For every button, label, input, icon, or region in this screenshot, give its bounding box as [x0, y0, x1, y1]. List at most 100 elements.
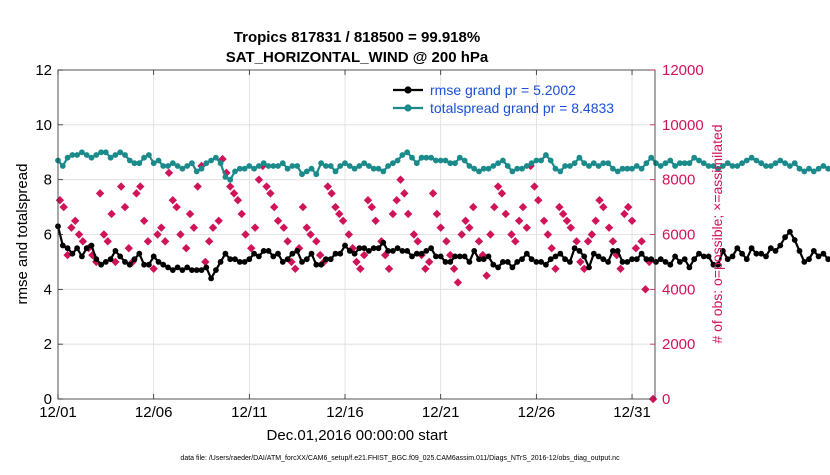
rmse-point: [351, 250, 358, 257]
rmse-point: [370, 245, 377, 252]
spread-point: [825, 165, 830, 172]
data-file-footer: data file: /Users/raeder/DAI/ATM_forcXX/…: [180, 455, 620, 462]
spread-point: [782, 160, 788, 167]
spread-point: [715, 165, 721, 172]
spread-point: [600, 160, 607, 167]
spread-point: [217, 160, 224, 167]
obs-marker: [214, 216, 223, 225]
obs-marker: [283, 237, 292, 246]
obs-marker: [587, 230, 597, 239]
obs-marker: [226, 182, 235, 191]
obs-marker: [323, 182, 332, 191]
rmse-point: [136, 250, 143, 257]
obs-marker: [490, 202, 499, 212]
spread-point: [241, 165, 248, 172]
spread-point: [418, 154, 425, 161]
rmse-point: [442, 259, 449, 265]
spread-point: [337, 163, 344, 169]
rmse-point: [313, 261, 320, 268]
rmse-point: [189, 267, 195, 273]
y-tick-label: 12: [35, 62, 52, 79]
obs-marker: [254, 175, 264, 184]
obs-marker: [576, 257, 585, 267]
spread-point: [112, 152, 119, 158]
chart-subtitle: SAT_HORIZONTAL_WIND @ 200 hPa: [226, 49, 489, 66]
rmse-point: [93, 256, 100, 263]
rmse-point: [523, 250, 530, 257]
rmse-point: [366, 248, 372, 254]
rmse-point: [323, 256, 329, 263]
spread-point: [777, 157, 784, 164]
spread-point: [64, 154, 71, 161]
obs-marker: [132, 189, 141, 198]
rmse-point: [547, 256, 554, 263]
obs-marker: [428, 189, 438, 198]
spread-point: [476, 168, 482, 175]
obs-marker: [469, 202, 478, 212]
y2-tick-label: 4000: [662, 281, 695, 298]
obs-marker: [208, 223, 218, 232]
rmse-point: [696, 250, 702, 257]
obs-marker: [291, 264, 300, 273]
rmse-point: [476, 256, 482, 263]
obs-marker: [136, 182, 145, 191]
spread-point: [232, 168, 238, 175]
spread-point: [523, 163, 530, 169]
rmse-point: [289, 250, 296, 257]
spread-point: [710, 163, 717, 169]
rmse-point: [222, 250, 229, 257]
spread-point: [327, 163, 334, 169]
spread-point: [351, 165, 358, 172]
rmse-point: [552, 253, 559, 260]
spread-point: [662, 160, 669, 167]
spread-point: [236, 165, 243, 172]
spread-point: [638, 165, 645, 172]
rmse-point: [820, 250, 827, 257]
spread-point: [748, 154, 755, 161]
obs-marker: [518, 202, 528, 212]
spread-point: [724, 160, 731, 167]
y2-tick-label: 10000: [662, 117, 704, 134]
obs-marker: [384, 264, 394, 273]
spread-point: [763, 163, 769, 169]
y2-axis-label: # of obs: o=possible; ×=assimilated: [709, 124, 725, 343]
rmse-point: [796, 248, 803, 254]
rmse-point: [308, 250, 315, 257]
rmse-point: [155, 259, 162, 265]
obs-marker: [139, 216, 149, 225]
spread-point: [691, 154, 698, 161]
rmse-point: [557, 250, 564, 257]
rmse-point: [653, 259, 659, 265]
obs-marker: [436, 223, 445, 232]
rmse-point: [117, 253, 124, 260]
obs-marker: [71, 216, 80, 225]
rmse-point: [346, 248, 353, 254]
rmse-point: [150, 253, 157, 260]
spread-point: [79, 149, 85, 156]
spread-point: [222, 174, 229, 180]
spread-point: [59, 163, 66, 169]
rmse-point: [638, 250, 645, 257]
obs-marker: [164, 168, 174, 178]
obs-marker: [95, 189, 105, 198]
obs-marker: [312, 237, 321, 246]
obs-marker: [511, 237, 520, 246]
spread-point: [686, 160, 693, 167]
rmse-point: [404, 248, 411, 254]
rmse-point: [715, 261, 721, 268]
rmse-point: [303, 256, 310, 263]
rmse-point: [614, 248, 621, 254]
spread-point: [299, 171, 305, 178]
obs-marker: [168, 196, 178, 205]
rmse-point: [509, 264, 516, 271]
spread-point: [275, 163, 281, 169]
obs-marker: [55, 196, 65, 205]
rmse-point: [174, 264, 181, 271]
obs-marker: [409, 230, 419, 239]
rmse-point: [590, 250, 597, 257]
spread-point: [227, 176, 234, 183]
legend-spread-marker: [404, 104, 412, 112]
spread-point: [681, 160, 688, 167]
spread-point: [370, 165, 377, 172]
obs-marker: [229, 189, 239, 198]
